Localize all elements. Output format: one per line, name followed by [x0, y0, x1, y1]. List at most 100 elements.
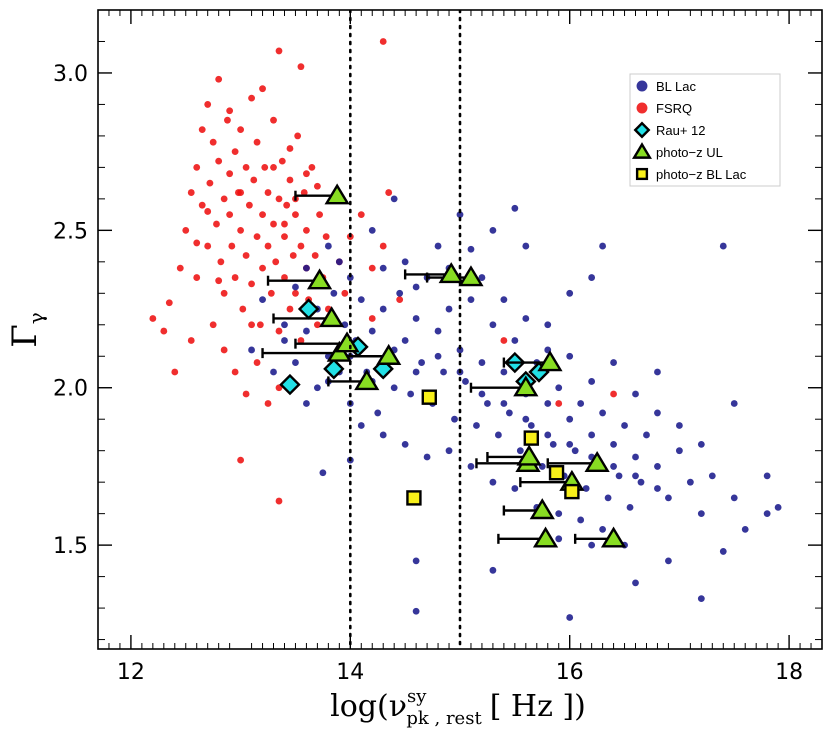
bllac-point	[374, 409, 382, 417]
fsrq-point	[250, 176, 258, 184]
bllac-point	[423, 453, 431, 461]
bllac-point	[462, 378, 469, 385]
bllac-point	[478, 274, 486, 281]
bllac-point	[368, 226, 376, 234]
fsrq-point	[242, 252, 250, 259]
photoz_ul-point	[306, 268, 333, 290]
legend-label-bllac: BL Lac	[656, 79, 696, 94]
x-axis-title-sup: sy	[407, 686, 427, 707]
bllac-point	[303, 264, 310, 272]
y-tick-label: 2.5	[53, 219, 88, 244]
bllac-point	[357, 296, 365, 303]
rau-point	[323, 358, 345, 380]
plot-frame	[97, 9, 823, 650]
legend-label-rau: Rau+ 12	[656, 123, 706, 138]
bllac-point	[500, 296, 508, 303]
legend-marker-photoz_ul	[632, 142, 652, 159]
series-rau	[279, 298, 550, 396]
fsrq-point	[275, 327, 283, 335]
y-axis-title-sub: γ	[24, 312, 48, 324]
bllac-point	[292, 283, 299, 291]
bllac-point	[632, 579, 639, 587]
fsrq-point	[261, 163, 269, 171]
x-tick-label: 16	[556, 660, 584, 685]
bllac-point	[357, 422, 365, 429]
bllac-point	[555, 535, 563, 543]
fsrq-point	[313, 321, 321, 329]
fsrq-point	[368, 264, 376, 272]
bllac-point	[467, 463, 475, 470]
fsrq-point	[300, 189, 308, 196]
fsrq-point	[204, 101, 212, 108]
photoz_ul-point	[600, 526, 627, 548]
fsrq-point	[193, 274, 201, 281]
bllac-point	[303, 327, 310, 335]
bllac-point	[654, 463, 661, 470]
axis-ticks: 12 14 16 18 1.5 2.0 2.5 3.0	[53, 10, 822, 685]
bllac-point	[697, 595, 705, 603]
legend-label-fsrq: FSRQ	[656, 101, 692, 116]
photoz_bllac-point	[421, 389, 437, 405]
bllac-point	[588, 378, 596, 385]
photoz_ul-point	[376, 343, 402, 365]
fsrq-point	[198, 126, 206, 134]
bllac-point	[599, 242, 607, 250]
fsrq-point	[286, 305, 294, 313]
photoz_bllac-point	[548, 465, 565, 481]
photoz_bllac-point	[523, 430, 540, 446]
bllac-point	[418, 359, 426, 366]
rau-point	[297, 298, 320, 320]
bllac-point	[621, 422, 628, 429]
bllac-point	[500, 400, 508, 407]
fsrq-point	[610, 390, 617, 398]
bllac-point	[412, 368, 420, 376]
legend-marker-photoz_bllac	[635, 167, 649, 181]
photoz_ul-point	[324, 183, 350, 205]
bllac-point	[248, 346, 255, 354]
y-tick-label: 1.5	[53, 534, 88, 559]
fsrq-point	[187, 189, 195, 196]
bllac-point	[511, 485, 519, 492]
photoz_ul-point	[354, 369, 380, 391]
legend-marker-rau	[633, 121, 651, 139]
fsrq-point	[242, 390, 250, 398]
fsrq-point	[259, 85, 266, 93]
fsrq-point	[204, 208, 212, 215]
fsrq-point	[259, 211, 266, 219]
bllac-point	[599, 409, 607, 417]
bllac-point	[719, 242, 727, 250]
fsrq-point	[160, 327, 168, 335]
fsrq-point	[283, 201, 291, 209]
bllac-point	[763, 472, 771, 480]
bllac-point	[555, 510, 563, 518]
fsrq-point	[555, 400, 563, 407]
bllac-point	[390, 384, 398, 392]
bllac-point	[445, 447, 453, 455]
fsrq-point	[228, 242, 236, 250]
bllac-point	[412, 557, 420, 565]
bllac-point	[494, 431, 502, 439]
bllac-point	[719, 548, 727, 555]
legend-box	[629, 73, 781, 187]
fsrq-point	[286, 145, 294, 152]
fsrq-point	[187, 337, 195, 344]
fsrq-point	[357, 211, 365, 219]
bllac-point	[379, 431, 387, 439]
fsrq-point	[259, 264, 266, 272]
fsrq-point	[270, 220, 277, 228]
bllac-point	[599, 525, 607, 533]
fsrq-point	[270, 163, 277, 171]
fsrq-point	[275, 195, 283, 203]
bllac-point	[522, 415, 530, 423]
bllac-point	[451, 415, 458, 423]
bllac-point	[665, 557, 672, 565]
fsrq-point	[220, 289, 228, 297]
bllac-point	[643, 431, 650, 439]
bllac-point	[604, 494, 612, 502]
bllac-point	[473, 422, 480, 429]
bllac-point	[412, 315, 420, 322]
bllac-point	[412, 283, 420, 291]
fsrq-point	[278, 157, 286, 165]
bllac-point	[697, 510, 705, 518]
bllac-point	[610, 359, 617, 366]
